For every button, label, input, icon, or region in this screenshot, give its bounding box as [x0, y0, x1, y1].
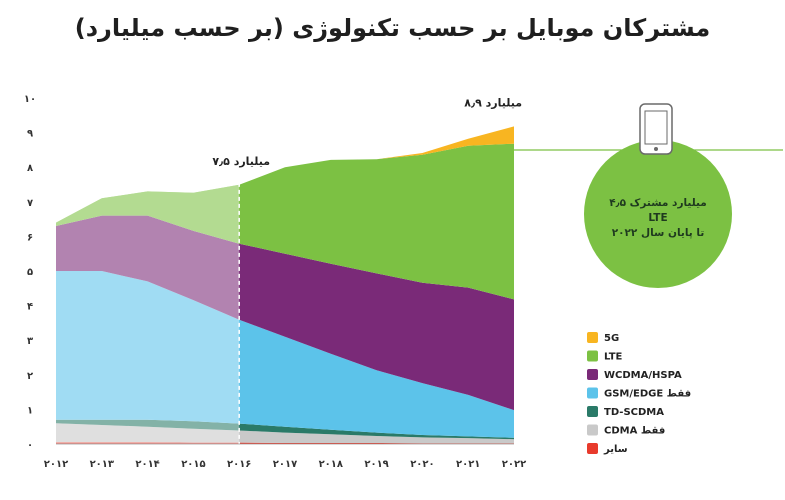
legend-swatch-4 — [587, 406, 598, 417]
phone-icon — [639, 103, 673, 155]
x-tick-label: ۲۰۱۲ — [44, 459, 68, 470]
callout-line-1: LTE — [648, 212, 667, 224]
y-tick-label: ۴ — [27, 302, 33, 313]
legend-swatch-6 — [587, 443, 598, 454]
x-tick-label: ۲۰۱۳ — [90, 459, 114, 470]
area-series-1 — [56, 423, 514, 444]
x-tick-label: ۲۰۱۶ — [227, 459, 251, 470]
y-tick-label: ۱۰ — [24, 94, 36, 105]
total-annotation-0: ۷٫۵ میلیارد — [212, 155, 270, 168]
x-tick-label: ۲۰۲۰ — [410, 459, 434, 470]
phone-screen — [644, 110, 668, 145]
legend-label-5: CDMA فقط — [604, 426, 665, 437]
x-tick-label: ۲۰۲۱ — [456, 459, 480, 470]
legend-label-4: TD-SCDMA — [604, 407, 664, 418]
chart-title: مشترکان موبایل بر حسب تکنولوژی (بر حسب م… — [74, 14, 711, 42]
legend-swatch-5 — [587, 424, 598, 436]
area-series-4 — [56, 215, 514, 411]
historical-overlay — [56, 184, 240, 445]
callout-line-2: تا پایان سال ۲۰۲۲ — [612, 227, 705, 239]
legend-label-2: WCDMA/HSPA — [604, 370, 682, 381]
area-series-3 — [56, 271, 514, 438]
y-tick-label: ۹ — [27, 129, 33, 140]
legend-swatch-2 — [587, 369, 598, 380]
x-tick-label: ۲۰۱۹ — [364, 459, 388, 470]
lte-callout-circle — [584, 140, 732, 288]
x-tick-label: ۲۰۲۲ — [502, 459, 526, 470]
legend-label-1: LTE — [604, 352, 623, 363]
y-tick-label: ۶ — [27, 232, 33, 243]
total-annotation-1: ۸٫۹ میلیارد — [464, 96, 522, 109]
area-series-2 — [56, 419, 514, 440]
y-tick-label: ۷ — [27, 198, 33, 209]
y-tick-label: ۱ — [27, 405, 33, 416]
legend-swatch-3 — [587, 387, 598, 399]
y-tick-label: ۳ — [27, 336, 33, 347]
x-tick-label: ۲۰۱۷ — [273, 459, 297, 470]
legend-label-6: سایر — [603, 444, 628, 455]
y-tick-label: ۲ — [27, 371, 33, 382]
y-tick-label: ۸ — [27, 163, 33, 174]
y-tick-label: ۵ — [27, 267, 33, 278]
legend-label-3: GSM/EDGE فقط — [604, 389, 691, 400]
area-series-0 — [56, 442, 514, 444]
area-series-5 — [56, 143, 514, 300]
x-tick-label: ۲۰۱۴ — [135, 459, 159, 470]
phone-button — [654, 147, 658, 151]
legend-swatch-0 — [587, 332, 598, 343]
callout-line-0: ۴٫۵ میلیارد مشترک — [609, 197, 707, 209]
legend-label-0: 5G — [604, 333, 619, 344]
y-tick-label: ۰ — [27, 440, 33, 451]
legend-swatch-1 — [587, 350, 598, 362]
x-tick-label: ۲۰۱۵ — [181, 459, 205, 470]
x-tick-label: ۲۰۱۸ — [319, 459, 343, 470]
